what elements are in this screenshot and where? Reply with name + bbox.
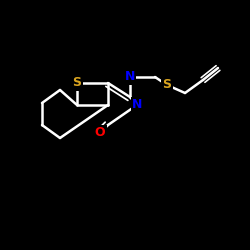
Text: S: S [162, 78, 172, 92]
Text: N: N [125, 70, 135, 84]
Text: S: S [72, 76, 82, 90]
Text: O: O [95, 126, 105, 140]
Text: N: N [132, 98, 142, 112]
